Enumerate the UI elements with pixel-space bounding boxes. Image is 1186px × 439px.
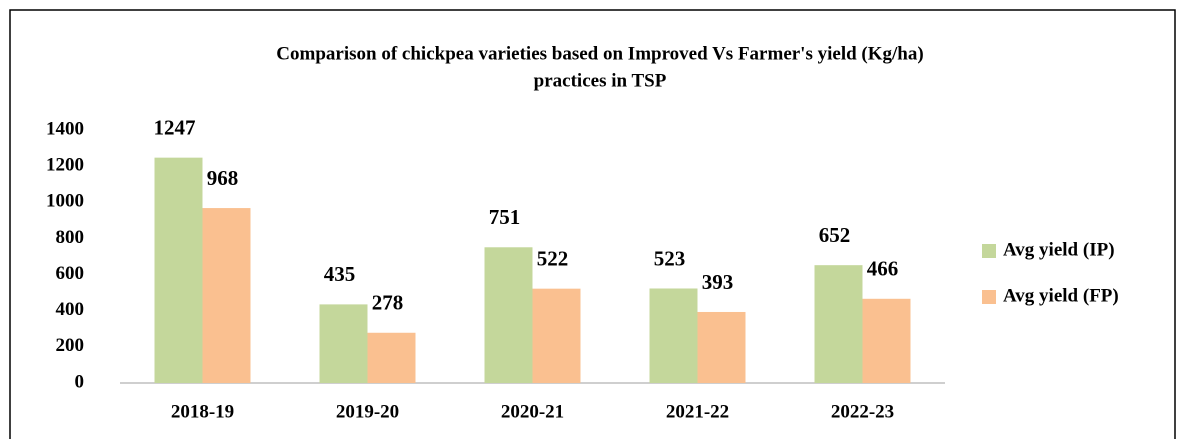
bar bbox=[862, 298, 911, 383]
data-label: 523 bbox=[654, 246, 686, 270]
legend-label: Avg yield (IP) bbox=[1003, 239, 1115, 260]
data-label: 968 bbox=[207, 166, 239, 190]
y-tick-label: 0 bbox=[75, 371, 85, 392]
data-label: 278 bbox=[372, 291, 404, 315]
data-label: 435 bbox=[324, 262, 356, 286]
legend-swatch bbox=[982, 244, 996, 258]
bar bbox=[532, 288, 581, 383]
bar bbox=[814, 265, 863, 383]
legend-swatch bbox=[982, 290, 996, 304]
bar bbox=[697, 311, 746, 383]
bar bbox=[202, 208, 251, 383]
chart-border bbox=[9, 9, 1176, 439]
y-tick-label: 200 bbox=[56, 335, 85, 356]
bar bbox=[649, 288, 698, 383]
chart-title: practices in TSP bbox=[534, 70, 667, 91]
data-label: 522 bbox=[537, 246, 569, 270]
x-tick-label: 2022-23 bbox=[831, 401, 894, 422]
bar bbox=[484, 247, 533, 383]
data-label: 751 bbox=[489, 205, 521, 229]
x-tick-label: 2020-21 bbox=[501, 401, 564, 422]
bar bbox=[154, 157, 203, 383]
y-tick-label: 1400 bbox=[46, 118, 84, 139]
chart-title: Comparison of chickpea varieties based o… bbox=[276, 43, 923, 64]
data-label: 393 bbox=[702, 270, 734, 294]
data-label: 652 bbox=[819, 223, 851, 247]
x-tick-label: 2021-22 bbox=[666, 401, 729, 422]
legend-label: Avg yield (FP) bbox=[1003, 285, 1119, 306]
y-tick-label: 800 bbox=[56, 227, 85, 248]
data-label: 466 bbox=[867, 257, 899, 281]
data-label: 1247 bbox=[154, 115, 196, 139]
x-tick-label: 2019-20 bbox=[336, 401, 399, 422]
bar bbox=[367, 332, 416, 383]
y-tick-label: 1200 bbox=[46, 155, 84, 176]
x-tick-label: 2018-19 bbox=[171, 401, 234, 422]
bar bbox=[319, 304, 368, 383]
y-tick-label: 400 bbox=[56, 299, 85, 320]
y-tick-label: 600 bbox=[56, 263, 85, 284]
y-tick-label: 1000 bbox=[46, 191, 84, 212]
